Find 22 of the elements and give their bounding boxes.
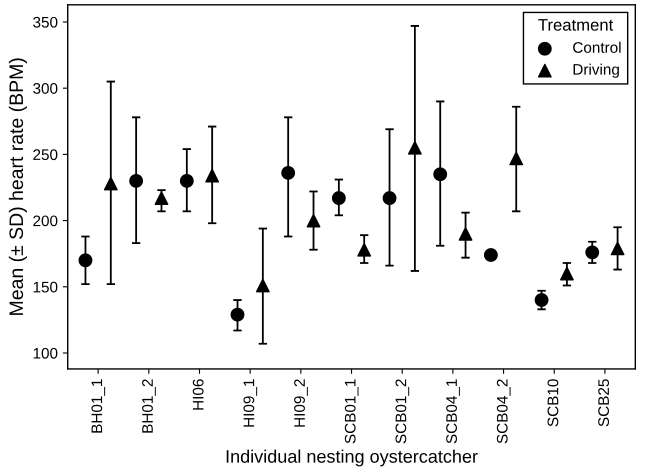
x-tick-label: SCB01_2 bbox=[395, 379, 410, 444]
x-tick-label: SCB25 bbox=[598, 379, 610, 426]
x-tick-label: SCB04_1 bbox=[446, 379, 460, 444]
y-axis-title: Mean (± SD) heart rate (BPM) bbox=[8, 58, 27, 315]
x-tick-label: BH01_1 bbox=[91, 379, 106, 433]
y-tick-label: 300 bbox=[33, 83, 58, 94]
legend-label: Control bbox=[573, 42, 621, 53]
legend-label: Driving bbox=[574, 64, 619, 78]
x-tick-label: HI09_2 bbox=[294, 379, 308, 427]
x-tick-label: SCB10 bbox=[548, 379, 558, 426]
y-tick-label: 150 bbox=[34, 282, 58, 292]
y-tick-label: 200 bbox=[33, 215, 58, 226]
y-tick-label: 350 bbox=[33, 16, 58, 28]
y-tick-label: 250 bbox=[33, 149, 58, 160]
x-tick-label: HI09_1 bbox=[243, 379, 258, 427]
x-tick-label: HI06 bbox=[192, 379, 204, 410]
x-tick-label: SCB01_1 bbox=[344, 379, 359, 444]
x-tick-label: SCB04_2 bbox=[496, 379, 511, 444]
legend-title: Treatment bbox=[538, 19, 614, 31]
x-tick-label: BH01_2 bbox=[142, 379, 156, 433]
y-tick-label: 100 bbox=[34, 348, 58, 359]
x-axis-title: Individual nesting oystercatcher bbox=[226, 450, 478, 466]
